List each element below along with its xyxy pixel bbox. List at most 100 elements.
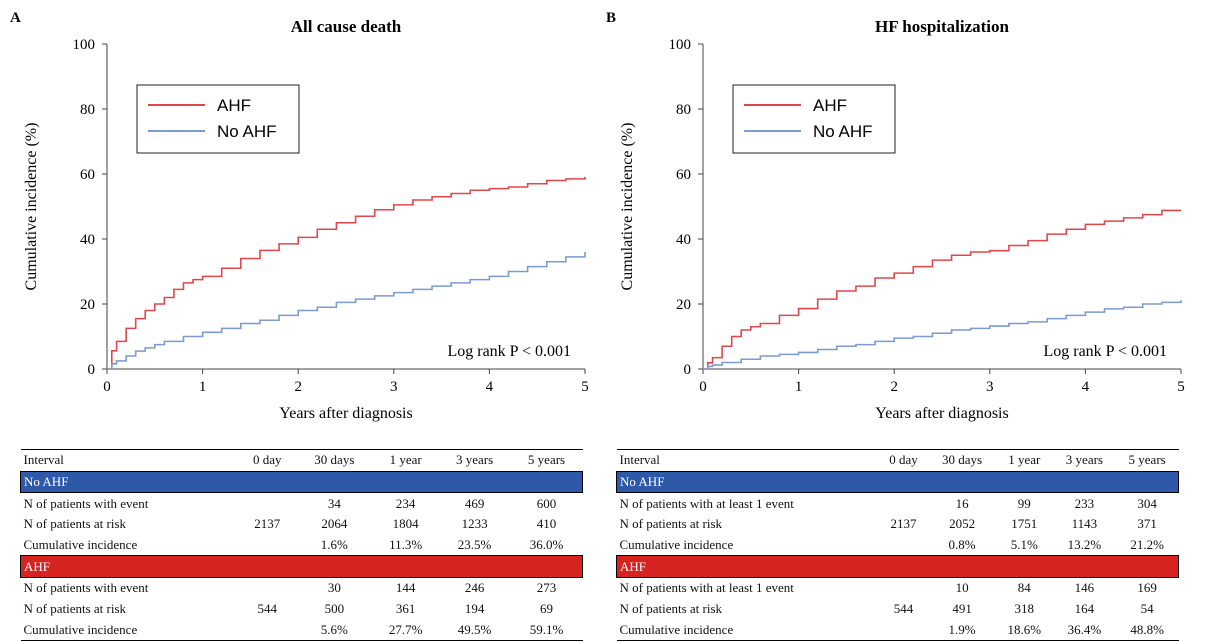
table-cell: 500	[324, 601, 345, 617]
row-label: N of patients at risk	[23, 601, 127, 617]
risk-table-b: Interval 0 day 30 days 1 year 3 years 5 years…	[616, 449, 1179, 641]
table-row: N of patients with event 30 144 246 273	[21, 578, 583, 599]
table-cell: 5.1%	[1010, 537, 1038, 553]
table-cell: 1233	[461, 516, 488, 532]
table-cell: 0.8%	[948, 537, 976, 553]
table-cell: 410	[536, 516, 557, 532]
group-header-row: No AHF	[20, 470, 583, 494]
table-header-cell: 3 years	[438, 449, 511, 472]
group-name: No AHF	[616, 470, 1179, 494]
table-cell: 246	[464, 580, 485, 596]
x-tick-label: 2	[294, 379, 302, 395]
table-cell: 169	[1137, 580, 1157, 596]
table-cell: 1.6%	[320, 537, 348, 553]
table-header-cell: 0 day	[238, 449, 296, 472]
table-cell: 371	[1137, 516, 1157, 532]
x-tick-label: 5	[1177, 379, 1185, 395]
x-tick-label: 0	[699, 379, 707, 395]
y-axis-label: Cumulative incidence (%)	[23, 123, 40, 291]
table-row: N of patients at risk 2137 2064 1804 1233 410	[21, 514, 583, 535]
group-name: No AHF	[20, 470, 583, 494]
log-rank-annotation: Log rank P < 0.001	[1043, 343, 1167, 360]
table-cell: 99	[1017, 495, 1031, 511]
table-cell	[878, 493, 928, 514]
table-header-cell: 1 year	[372, 449, 439, 472]
table-cell: 544	[257, 601, 277, 617]
legend-label: No AHF	[813, 122, 873, 141]
table-cell: 234	[395, 495, 416, 511]
table-cell: 36.0%	[529, 537, 564, 553]
row-label: N of patients with at least 1 event	[619, 495, 794, 511]
table-cell: 491	[952, 601, 972, 617]
table-cell: 164	[1074, 601, 1095, 617]
chart-title: All cause death	[291, 17, 402, 36]
table-header-cell: Interval	[616, 449, 879, 472]
row-label: N of patients at risk	[619, 516, 723, 532]
x-axis-label: Years after diagnosis	[279, 405, 412, 422]
table-header-row: Interval 0 day 30 days 1 year 3 years 5 years	[20, 449, 583, 472]
table-cell: 1751	[1011, 516, 1038, 532]
table-cell: 361	[395, 601, 416, 617]
series-line-ahf	[107, 176, 586, 370]
table-header-cell: 5 years	[1115, 449, 1179, 472]
series-line-no-ahf	[703, 300, 1182, 370]
table-cell: 34	[327, 495, 341, 511]
table-cell: 544	[893, 601, 914, 617]
row-label: N of patients with event	[23, 580, 149, 596]
panel-a: A All cause death 0 20 40 60 80 100 0 1 2 3 4 5 Years …	[0, 0, 606, 641]
table-cell: 1804	[392, 516, 419, 532]
table-cell	[878, 578, 928, 599]
log-rank-annotation: Log rank P < 0.001	[447, 343, 571, 360]
table-row: N of patients with event 34 234 469 600	[21, 493, 583, 514]
table-cell: 18.6%	[995, 619, 1054, 641]
table-row: N of patients with at least 1 event 10 84 1…	[617, 578, 1179, 599]
y-tick-label: 20	[676, 297, 691, 313]
table-header-cell: 3 years	[1053, 449, 1116, 472]
panel-letter: B	[606, 10, 616, 26]
series-line-no-ahf	[107, 252, 586, 370]
panel-b: B HF hospitalization 0 20 40 60 80 100 0 1 2 3 4 5 Yea…	[596, 0, 1202, 641]
risk-table-a: Interval 0 day 30 days 1 year 3 years 5 years…	[20, 449, 583, 641]
table-cell: 49.5%	[438, 619, 511, 641]
y-tick-label: 80	[80, 102, 95, 118]
x-tick-label: 4	[1082, 379, 1090, 395]
table-cell: 318	[1014, 601, 1035, 617]
series-line-ahf	[703, 209, 1181, 370]
x-axis-label: Years after diagnosis	[875, 405, 1008, 422]
table-header-cell: 1 year	[995, 449, 1054, 472]
table-header-row: Interval 0 day 30 days 1 year 3 years 5 years	[616, 449, 1179, 472]
x-tick-label: 5	[581, 379, 589, 395]
y-tick-label: 0	[88, 362, 96, 378]
panel-letter: A	[10, 10, 21, 26]
group-name: AHF	[20, 555, 583, 579]
table-cell: 23.5%	[457, 537, 492, 553]
table-cell: 1143	[1071, 516, 1098, 532]
y-tick-label: 20	[80, 297, 95, 313]
x-tick-label: 3	[986, 379, 994, 395]
table-cell: 16	[955, 495, 969, 511]
row-label: Cumulative incidence	[619, 537, 734, 553]
table-row: Cumulative incidence 5.6% 27.7% 49.5% 59.1%	[20, 619, 583, 641]
table-cell: 144	[395, 580, 416, 596]
table-cell	[878, 535, 928, 556]
y-tick-label: 100	[73, 37, 96, 53]
y-tick-label: 40	[80, 232, 95, 248]
table-cell: 48.8%	[1115, 619, 1179, 641]
group-header-row: AHF	[20, 555, 583, 579]
table-cell: 233	[1074, 495, 1095, 511]
x-tick-label: 0	[103, 379, 111, 395]
table-cell: 146	[1074, 580, 1095, 596]
group-header-row: AHF	[616, 555, 1179, 579]
y-tick-label: 80	[676, 102, 691, 118]
y-tick-label: 100	[669, 37, 692, 53]
table-cell: 1.9%	[928, 619, 996, 641]
table-cell	[238, 535, 295, 556]
table-cell: 273	[536, 580, 557, 596]
y-tick-label: 60	[676, 167, 691, 183]
row-label: N of patients at risk	[619, 601, 723, 617]
table-row: N of patients at risk 544 491 318 164 54	[617, 599, 1179, 620]
table-cell: 304	[1137, 495, 1157, 511]
table-header-cell: 5 years	[510, 449, 583, 472]
table-header-cell: Interval	[20, 449, 239, 472]
table-row: N of patients at risk 2137 2052 1751 1143 371	[617, 514, 1179, 535]
